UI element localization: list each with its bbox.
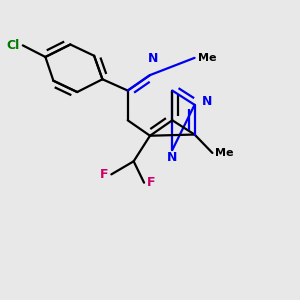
Text: Me: Me: [215, 148, 234, 158]
Text: N: N: [148, 52, 158, 65]
Text: N: N: [167, 152, 178, 164]
Text: N: N: [202, 95, 212, 108]
Text: Me: Me: [198, 53, 216, 63]
Text: F: F: [147, 176, 155, 189]
Text: Cl: Cl: [7, 39, 20, 52]
Text: F: F: [100, 168, 108, 181]
